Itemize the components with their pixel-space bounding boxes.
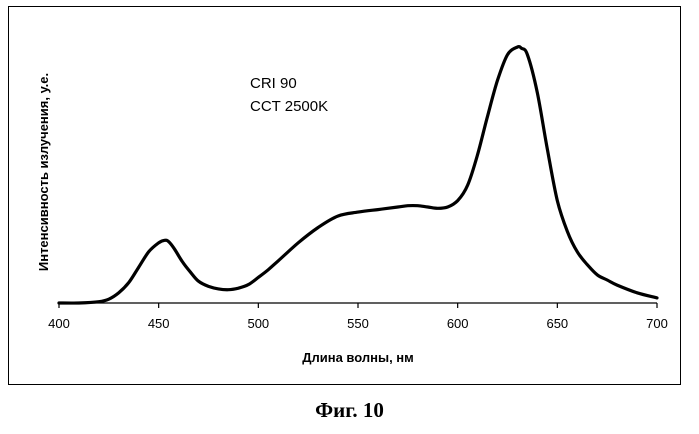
figure-frame: 400 450 500 550 600 650 700 CRI 90 CCT 2500K Д… [8,6,681,385]
figure-caption: Фиг. 10 [0,398,699,423]
x-tick-label: 600 [447,316,469,331]
x-tick-label: 400 [48,316,70,331]
x-axis-title: Длина волны, нм [302,350,414,365]
x-tick-label: 450 [148,316,170,331]
spectrum-chart: 400 450 500 550 600 650 700 CRI 90 CCT 2500K Д… [9,7,682,386]
x-tick-label: 650 [546,316,568,331]
annotation-cri: CRI 90 [250,75,297,92]
x-ticks: 400 450 500 550 600 650 700 [48,303,668,331]
x-tick-label: 700 [646,316,668,331]
x-tick-label: 550 [347,316,369,331]
y-axis-title: Интенсивность излучения, у.е. [36,73,51,271]
series-line [59,47,657,304]
annotation-cct: CCT 2500K [250,98,328,115]
x-tick-label: 500 [247,316,269,331]
